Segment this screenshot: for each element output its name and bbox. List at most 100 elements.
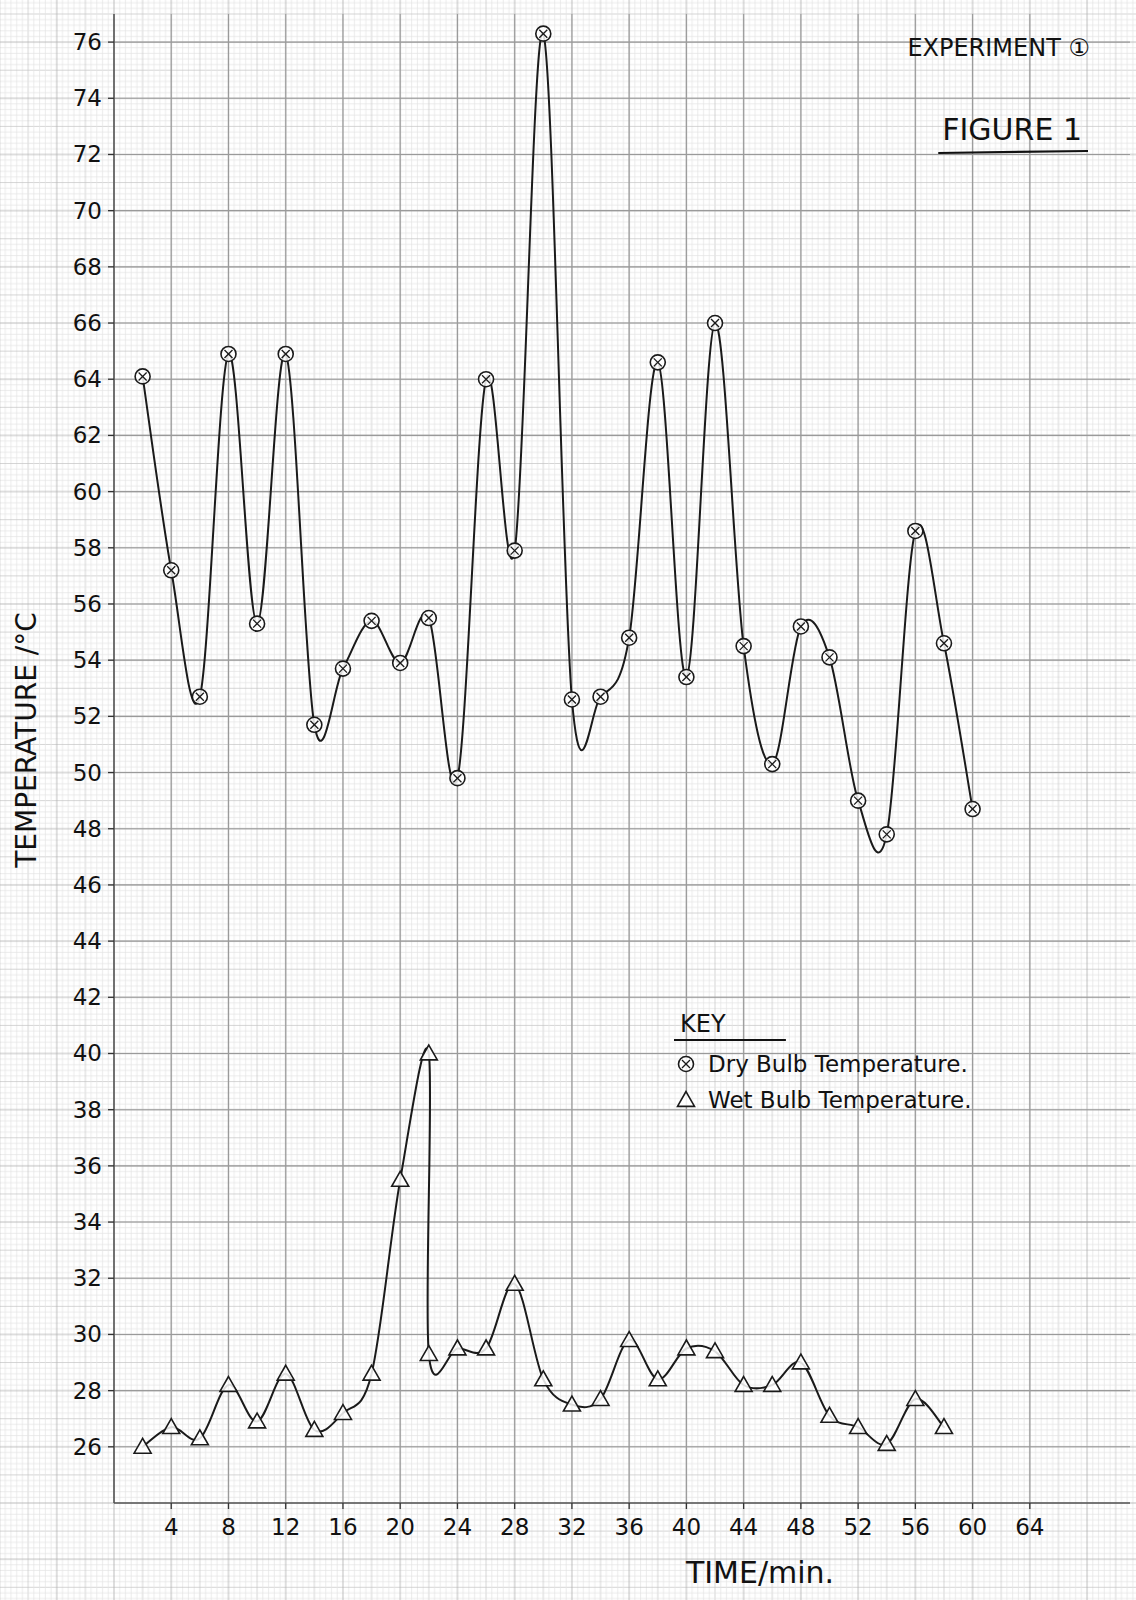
y-tick-label: 56 bbox=[73, 591, 102, 617]
legend-underline bbox=[674, 1039, 786, 1041]
x-tick-label: 4 bbox=[164, 1514, 179, 1540]
y-tick-label: 28 bbox=[73, 1378, 102, 1404]
y-tick bbox=[108, 379, 114, 380]
data-point bbox=[965, 802, 980, 817]
marker-shape bbox=[191, 1430, 208, 1445]
x-grid-line bbox=[228, 14, 229, 1503]
marker-cross bbox=[883, 830, 891, 838]
data-point bbox=[334, 1405, 351, 1420]
title-underline bbox=[938, 151, 1088, 153]
marker-cross bbox=[224, 350, 232, 358]
marker-cross bbox=[425, 614, 433, 622]
x-tick bbox=[800, 1503, 801, 1509]
marker-shape bbox=[335, 661, 350, 676]
marker-shape bbox=[135, 369, 150, 384]
marker-cross bbox=[711, 319, 719, 327]
data-point bbox=[420, 1045, 437, 1060]
marker-cross bbox=[682, 1060, 690, 1068]
x-grid-line bbox=[629, 14, 630, 1503]
marker-shape bbox=[421, 611, 436, 626]
marker-cross bbox=[654, 358, 662, 366]
x-tick bbox=[629, 1503, 630, 1509]
data-point bbox=[249, 1413, 266, 1428]
data-point bbox=[163, 1419, 180, 1434]
y-tick bbox=[108, 491, 114, 492]
data-point bbox=[335, 661, 350, 676]
data-point bbox=[364, 613, 379, 628]
marker-shape bbox=[678, 1092, 695, 1107]
y-grid-line bbox=[114, 941, 1130, 942]
marker-cross bbox=[768, 760, 776, 768]
marker-shape bbox=[592, 1391, 609, 1406]
y-tick-label: 72 bbox=[73, 141, 102, 167]
marker-cross bbox=[825, 653, 833, 661]
marker-cross bbox=[196, 693, 204, 701]
marker-cross bbox=[883, 830, 891, 838]
marker-cross bbox=[253, 620, 261, 628]
data-point bbox=[134, 1438, 151, 1453]
marker-cross bbox=[453, 774, 461, 782]
data-point bbox=[764, 1377, 781, 1392]
data-point bbox=[851, 793, 866, 808]
data-point bbox=[506, 1275, 523, 1290]
marker-cross bbox=[368, 617, 376, 625]
marker-shape bbox=[192, 689, 207, 704]
y-tick bbox=[108, 716, 114, 717]
y-tick bbox=[108, 997, 114, 998]
subtitle: EXPERIMENT ① bbox=[907, 34, 1090, 62]
x-tick-label: 48 bbox=[786, 1514, 815, 1540]
x-grid-line bbox=[400, 14, 401, 1503]
x-grid-line bbox=[457, 14, 458, 1503]
marker-shape bbox=[306, 1421, 323, 1436]
chart: 2628303234363840424446485052545658606264… bbox=[0, 0, 1136, 1600]
marker-shape bbox=[822, 650, 837, 665]
marker-shape bbox=[249, 1413, 266, 1428]
x-tick-label: 24 bbox=[443, 1514, 472, 1540]
marker-shape bbox=[479, 372, 494, 387]
x-grid-line bbox=[571, 14, 572, 1503]
y-tick-label: 38 bbox=[73, 1097, 102, 1123]
data-point bbox=[421, 611, 436, 626]
x-tick-label: 56 bbox=[901, 1514, 930, 1540]
y-grid-line bbox=[114, 603, 1130, 604]
marker-cross bbox=[511, 547, 519, 555]
y-tick-label: 30 bbox=[73, 1321, 102, 1347]
marker-shape bbox=[393, 655, 408, 670]
x-tick-label: 36 bbox=[615, 1514, 644, 1540]
marker-cross bbox=[396, 659, 404, 667]
marker-shape bbox=[765, 757, 780, 772]
marker-shape bbox=[507, 543, 522, 558]
x-tick bbox=[1029, 1503, 1030, 1509]
x-tick-label: 12 bbox=[271, 1514, 300, 1540]
marker-cross bbox=[854, 797, 862, 805]
x-axis bbox=[114, 1502, 1130, 1504]
marker-shape bbox=[593, 689, 608, 704]
marker-cross bbox=[396, 659, 404, 667]
x-tick-label: 64 bbox=[1015, 1514, 1044, 1540]
marker-cross bbox=[425, 614, 433, 622]
marker-shape bbox=[536, 26, 551, 41]
marker-shape bbox=[334, 1405, 351, 1420]
y-tick bbox=[108, 266, 114, 267]
marker-cross bbox=[682, 673, 690, 681]
marker-shape bbox=[478, 1340, 495, 1355]
marker-cross bbox=[310, 721, 318, 729]
marker-cross bbox=[224, 350, 232, 358]
marker-shape bbox=[420, 1346, 437, 1361]
marker-shape bbox=[965, 802, 980, 817]
marker-shape bbox=[821, 1407, 838, 1422]
data-point bbox=[621, 1332, 638, 1347]
y-grid-line bbox=[114, 322, 1130, 323]
data-point bbox=[191, 1430, 208, 1445]
title: FIGURE 1 bbox=[942, 112, 1082, 147]
marker-shape bbox=[708, 316, 723, 331]
marker-cross bbox=[539, 30, 547, 38]
y-grid-line bbox=[114, 1446, 1130, 1447]
y-tick bbox=[108, 1109, 114, 1110]
marker-cross bbox=[682, 673, 690, 681]
y-tick-label: 36 bbox=[73, 1153, 102, 1179]
marker-cross bbox=[740, 642, 748, 650]
y-grid-line bbox=[114, 1165, 1130, 1166]
legend-label: Wet Bulb Temperature. bbox=[708, 1087, 972, 1113]
marker-cross bbox=[167, 566, 175, 574]
